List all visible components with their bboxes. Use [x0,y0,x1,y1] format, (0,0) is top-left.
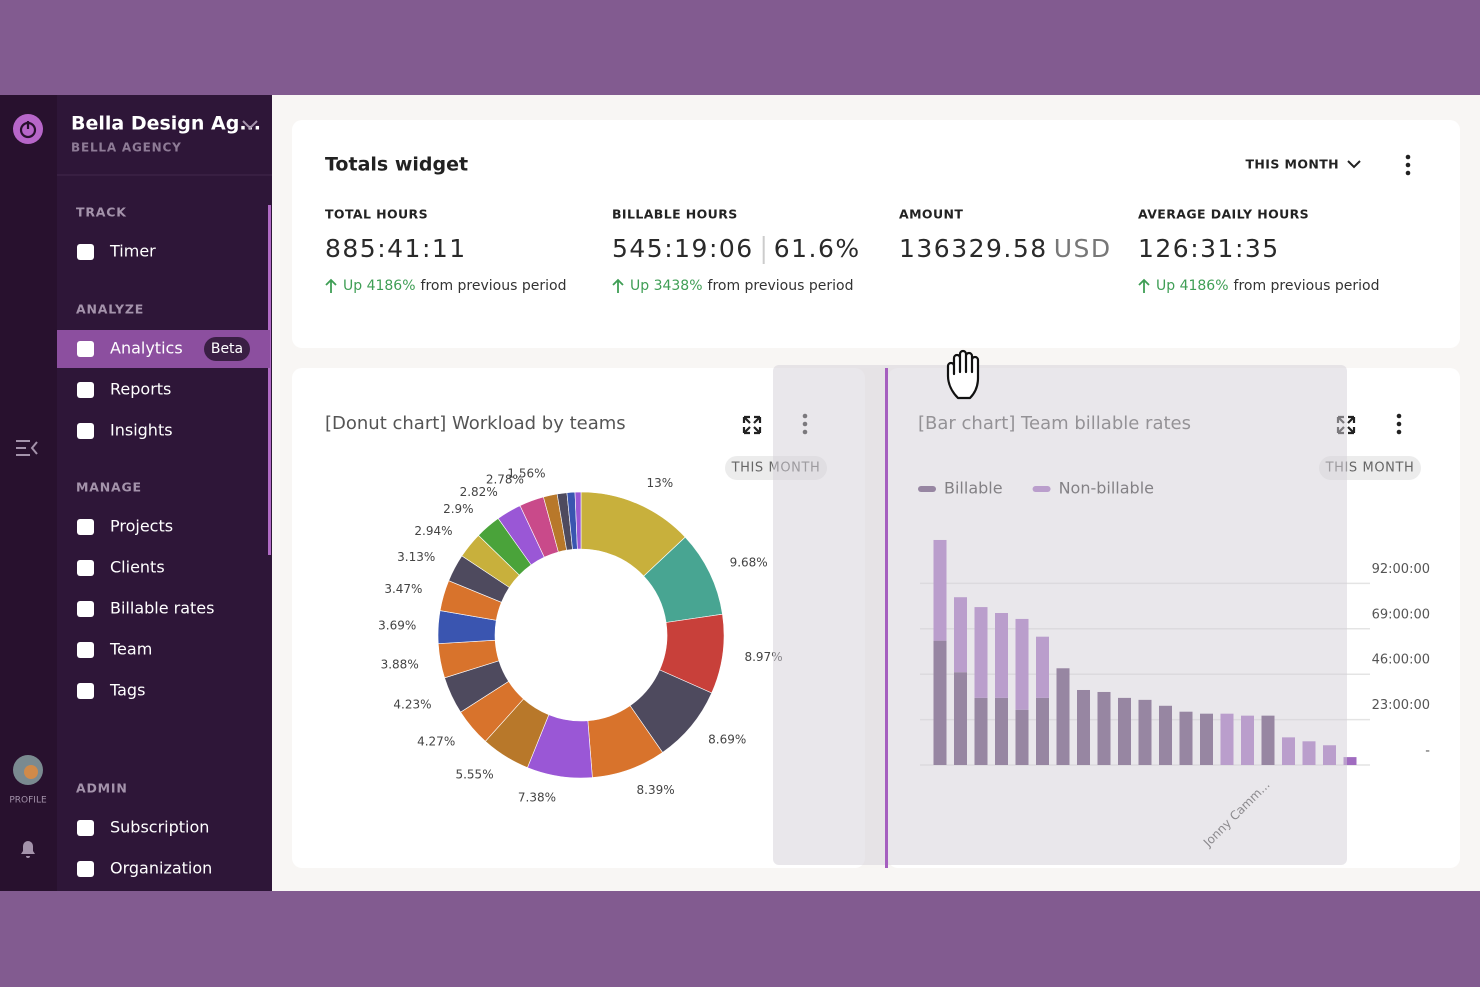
bar-segment [1343,757,1357,765]
nav-item[interactable]: Insights [110,421,173,440]
stat-label: AVERAGE DAILY HOURS [1138,207,1309,222]
kebab-dot[interactable] [1396,421,1402,427]
collapse-icon[interactable] [16,440,38,456]
nav-icon [77,683,94,699]
totals-card [292,120,1460,348]
hand-cursor [946,349,980,400]
bell-icon[interactable] [21,841,35,858]
up-arrow [1138,278,1150,293]
nav-icon [77,519,94,535]
stat-change: Up 4186% [1156,278,1229,294]
slice-label: 5.55% [455,767,493,781]
stat-value: 885:41:11 [325,234,467,263]
nav-icon [77,341,94,357]
slice-label: 13% [647,476,674,490]
nav-item[interactable]: Team [109,640,152,659]
nav-item[interactable]: Organization [110,859,212,878]
nav-icon [77,861,94,877]
nav-item[interactable]: Tags [109,681,145,700]
slice-label: 4.23% [393,697,431,711]
org-chevron[interactable] [242,120,258,130]
section-title: ADMIN [76,781,128,796]
stat-value: 126:31:35 [1138,234,1280,263]
slice-label: 3.47% [384,582,422,596]
nav-item[interactable]: Projects [110,517,173,536]
section-title: TRACK [76,205,127,220]
nav-item[interactable]: Clients [110,558,165,577]
slice-label: 2.94% [414,524,452,538]
y-tick-label: 92:00:00 [1372,562,1430,577]
slice-label: 9.68% [730,556,768,570]
stat-change: Up 3438% [630,278,703,294]
nav-icon [77,642,94,658]
slice-label: 2.78% [486,473,524,487]
kebab[interactable] [1405,154,1411,176]
y-tick-label: 23:00:00 [1372,698,1430,713]
nav-item[interactable]: Subscription [110,818,209,837]
y-tick-label: 69:00:00 [1372,607,1430,622]
stat-value: 545:19:06 [612,234,754,263]
y-tick-label: 46:00:00 [1372,653,1430,668]
badge [204,337,250,361]
stat-suffix: from previous period [708,278,854,294]
chart-title: [Donut chart] Workload by teams [325,413,626,434]
section-title: MANAGE [76,480,142,495]
kebab-dot[interactable] [1396,429,1402,435]
nav-icon [77,601,94,617]
slice-label: 3.13% [397,550,435,564]
slice-label: 3.69% [378,618,416,632]
nav-icon [77,820,94,836]
avatar-face [24,765,38,779]
nav-item[interactable]: Reports [110,380,171,399]
expand-icon[interactable] [742,415,762,435]
scrollbar [268,205,271,555]
card-title: Totals widget [325,154,468,176]
org-sub: BELLA AGENCY [71,141,182,155]
nav-icon [77,382,94,398]
up-arrow [325,278,337,293]
section-title: ANALYZE [76,302,144,317]
y-tick-label: - [1425,744,1430,759]
stat-label: AMOUNT [899,207,963,222]
stat-value: 136329.58 [899,234,1048,263]
period-select[interactable]: THIS MONTH [1245,157,1339,172]
drag-preview [773,365,1347,865]
stat-label: BILLABLE HOURS [612,207,738,222]
nav-item[interactable]: Analytics [110,339,183,358]
nav-icon [77,244,94,260]
nav-icon [77,560,94,576]
nav-item[interactable]: Timer [109,242,156,261]
donut-slice [574,491,582,550]
profile-label: PROFILE [9,796,47,806]
slice-label: 2.82% [460,485,498,499]
stat-label: TOTAL HOURS [325,207,428,222]
donut-card [292,368,865,868]
slice-label: 8.39% [637,783,675,797]
slice-label: 1.56% [507,466,545,480]
nav-icon [77,423,94,439]
slice-label: 8.69% [708,733,746,747]
chevron [1347,160,1361,169]
nav-item[interactable]: Billable rates [110,599,214,618]
slice-label: 7.38% [518,791,556,805]
stat-unit: USD [1054,234,1112,263]
sidebar [57,95,272,891]
stat-change: Up 4186% [343,278,416,294]
kebab-dot[interactable] [1396,413,1402,419]
stat-suffix: from previous period [1234,278,1380,294]
up-arrow [612,278,624,293]
slice-label: 2.9% [443,502,474,516]
badge-text: Beta [211,341,243,357]
stat-extra: 61.6% [774,234,861,263]
stat-suffix: from previous period [421,278,567,294]
org-name[interactable]: Bella Design Ag... [71,113,261,135]
slice-label: 4.27% [417,734,455,748]
slice-label: 3.88% [381,657,419,671]
drop-indicator [885,368,888,868]
